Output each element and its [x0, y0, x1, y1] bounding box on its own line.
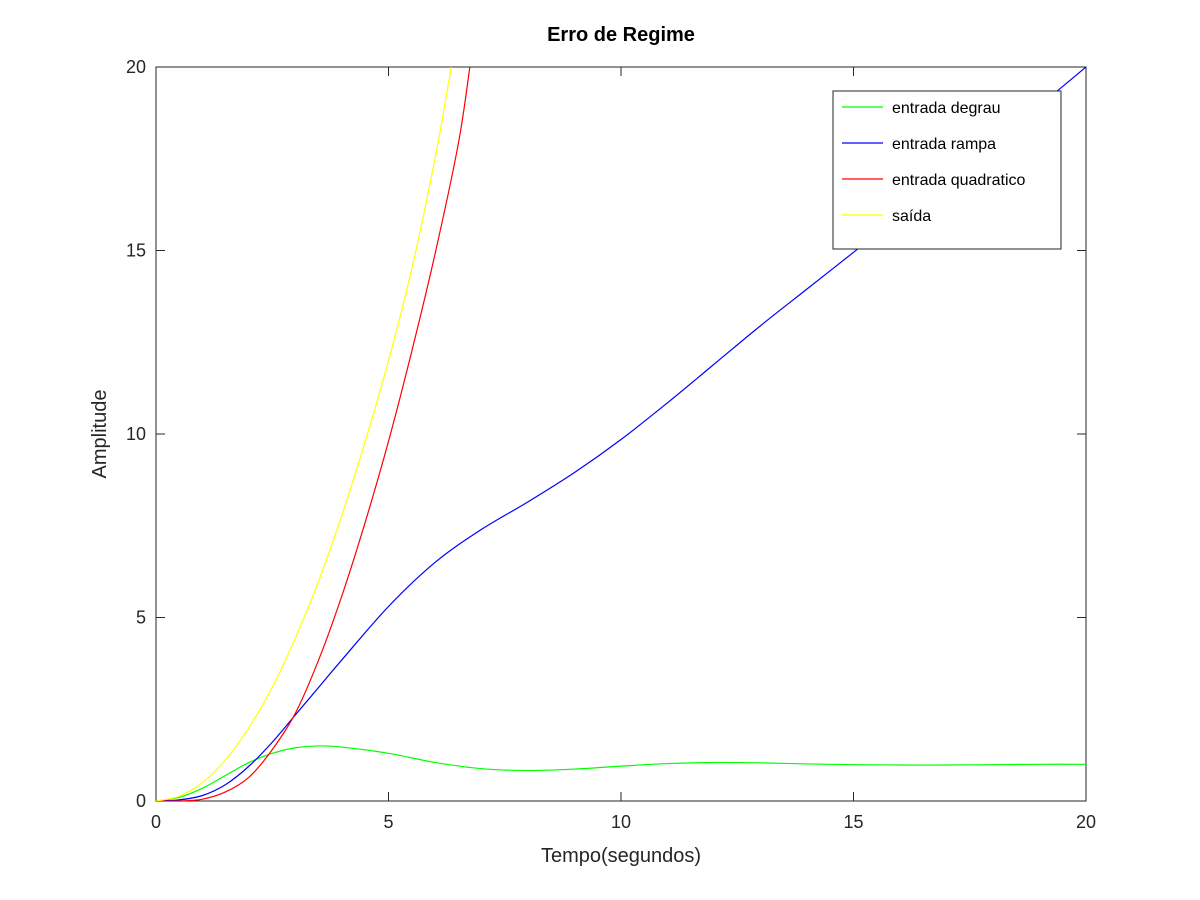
legend-box — [832, 90, 1062, 250]
x-tick-label: 10 — [611, 812, 631, 832]
series-line-entrada-quadratico — [156, 67, 471, 801]
y-axis-label: Amplitude — [89, 390, 111, 479]
legend: entrada degrau entrada rampa entrada quadr… — [832, 90, 1062, 250]
y-tick-label: 15 — [126, 241, 146, 261]
series-line-saida — [156, 67, 452, 801]
series-line-entrada-degrau — [156, 745, 1086, 801]
legend-label-entrada-rampa: entrada rampa — [892, 136, 996, 153]
y-tick-label: 20 — [126, 57, 146, 77]
legend-label-saida: saída — [892, 208, 931, 225]
x-tick-label: 5 — [383, 812, 393, 832]
legend-label-entrada-quadratico: entrada quadratico — [892, 172, 1026, 189]
y-tick-label: 0 — [136, 791, 146, 811]
y-tick-label: 5 — [136, 608, 146, 628]
x-axis-label: Tempo(segundos) — [541, 845, 701, 867]
y-tick-label: 10 — [126, 424, 146, 444]
x-tick-label: 15 — [843, 812, 863, 832]
x-tick-label: 20 — [1076, 812, 1096, 832]
x-tick-label: 0 — [151, 812, 161, 832]
chart-title: Erro de Regime — [547, 24, 695, 46]
legend-label-entrada-degrau: entrada degrau — [892, 100, 1001, 117]
axes: 0 5 10 15 20 0 5 10 15 20 — [126, 57, 1096, 832]
